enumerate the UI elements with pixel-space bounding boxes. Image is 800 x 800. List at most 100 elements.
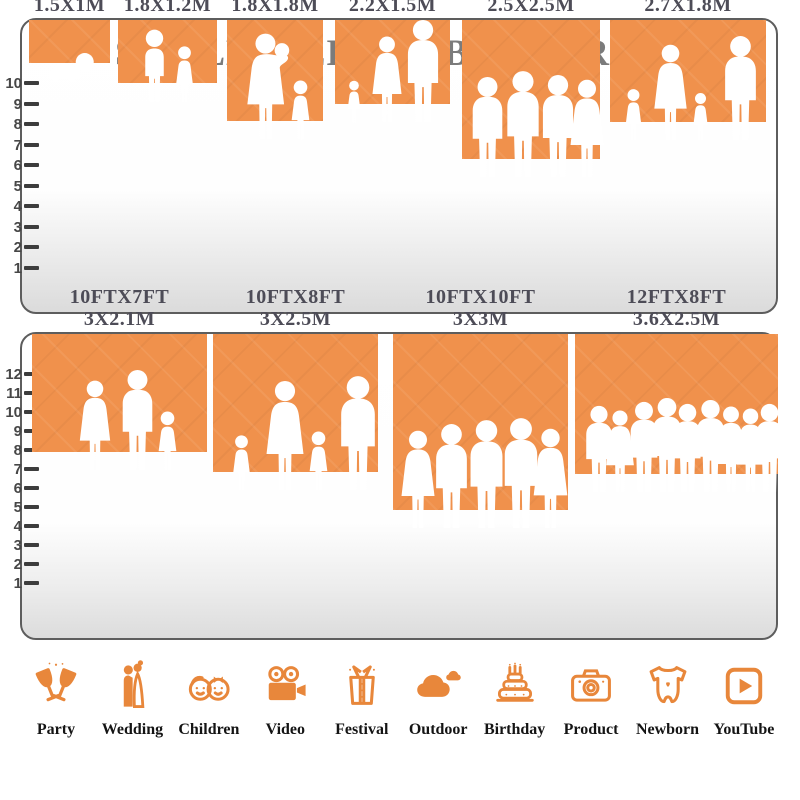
- backdrop-size-label: 8FTX8FT2.5X2.5M: [487, 0, 575, 16]
- category-product: Product: [553, 660, 629, 739]
- festival-icon: [348, 665, 375, 705]
- tick-dash-icon: [24, 581, 39, 585]
- tick-dash-icon: [24, 102, 39, 106]
- backdrop-area-top: 5FTX3FT1.5X1M 6FTX4FT1.8X1.2M 6FTX6FT1.8…: [22, 0, 778, 312]
- ruler-tick: 3: [0, 217, 39, 237]
- tick-dash-icon: [24, 543, 39, 547]
- tick-dash-icon: [24, 204, 39, 208]
- boy-silhouette: [145, 29, 164, 102]
- backdrop-7ftx5ft: 7FTX5FT2.2X1.5M: [335, 0, 450, 123]
- backdrop-6ftx6ft: 6FTX6FT1.8X1.8M: [227, 0, 323, 140]
- ruler-tick: 5: [0, 176, 39, 196]
- category-wedding: Wedding: [94, 660, 170, 739]
- backdrop-size-label: 5FTX3FT1.5X1M: [33, 0, 106, 16]
- man-silhouette: [756, 403, 783, 493]
- ruler-tick: 2: [0, 554, 39, 574]
- backdrop-size-label: 6FTX6FT1.8X1.8M: [231, 0, 319, 16]
- backdrop-size-label: 10FTX8FT 3X2.5M: [245, 286, 346, 330]
- party-icon: [35, 662, 77, 702]
- wedding-icon: [124, 660, 145, 708]
- tick-dash-icon: [24, 486, 39, 490]
- man-silhouette: [725, 36, 756, 140]
- girl-silhouette: [158, 411, 177, 471]
- category-children: Children: [171, 660, 247, 739]
- tick-dash-icon: [24, 163, 39, 167]
- ruler-tick: 1: [0, 258, 39, 278]
- tick-dash-icon: [24, 410, 39, 414]
- girl-silhouette: [176, 46, 193, 102]
- backdrop-size-label: 12FTX8FT 3.6X2.5M: [626, 286, 727, 330]
- ruler-tick: 7: [0, 135, 39, 155]
- backdrop-5ftx3ft: 5FTX3FT1.5X1M: [29, 0, 110, 82]
- ruler-tick: 9: [0, 421, 39, 441]
- backdrop-area-bottom: 10FTX7FT 3X2.1M 10FTX8FT 3X2.5M 10FTX10FT 3…: [22, 286, 783, 638]
- ruler-tick: 10: [0, 73, 39, 93]
- woman-silhouette: [533, 428, 568, 528]
- backdrop-size-label: 7FTX5FT2.2X1.5M: [348, 0, 437, 16]
- backdrop-10ftx10ft: 10FTX10FT 3X3M: [393, 286, 568, 528]
- ruler-tick: 8: [0, 114, 39, 134]
- tick-dash-icon: [24, 122, 39, 126]
- man-silhouette: [341, 376, 375, 490]
- category-birthday: Birthday: [477, 660, 553, 739]
- ruler-tick: 11: [0, 383, 39, 403]
- girl-silhouette: [233, 435, 250, 491]
- category-video: Video: [247, 660, 323, 739]
- backdrop-8ftx8ft: 8FTX8FT2.5X2.5M: [462, 0, 604, 177]
- ruler-tick: 4: [0, 516, 39, 536]
- tick-dash-icon: [24, 245, 39, 249]
- category-youtube: YouTube: [706, 660, 782, 739]
- backdrop-6ftx4ft: 6FTX4FT1.8X1.2M: [118, 0, 217, 102]
- tick-dash-icon: [24, 184, 39, 188]
- tick-dash-icon: [24, 372, 39, 376]
- ruler-tick: 8: [0, 440, 39, 460]
- birthday-icon: [495, 662, 534, 702]
- category-party: Party: [18, 660, 94, 739]
- tick-dash-icon: [24, 562, 39, 566]
- ruler-tick: 7: [0, 459, 39, 479]
- category-festival: Festival: [324, 660, 400, 739]
- man-silhouette: [407, 20, 439, 122]
- category-row: Party Wedding Children: [0, 660, 800, 739]
- children-icon: [188, 675, 230, 701]
- ruler-tick: 1: [0, 573, 39, 593]
- youtube-icon: [725, 667, 763, 705]
- backdrop-10ftx7ft: 10FTX7FT 3X2.1M: [32, 286, 207, 471]
- category-outdoor: Outdoor: [400, 660, 476, 739]
- backdrop-10ftx8ft: 10FTX8FT 3X2.5M: [213, 286, 378, 491]
- toddler-silhouette: [347, 80, 361, 123]
- ruler-tick: 6: [0, 155, 39, 175]
- ruler-tick: 3: [0, 535, 39, 555]
- backdrop-size-label: 10FTX7FT 3X2.1M: [69, 286, 170, 330]
- tick-dash-icon: [24, 81, 39, 85]
- backdrop-size-label: 10FTX10FT 3X3M: [425, 286, 536, 330]
- tick-dash-icon: [24, 467, 39, 471]
- girl-silhouette: [291, 80, 310, 140]
- tick-dash-icon: [24, 225, 39, 229]
- tick-dash-icon: [24, 143, 39, 147]
- outdoor-icon: [417, 670, 461, 697]
- crawling-baby-silhouette: [48, 53, 94, 82]
- ruler-tick: 5: [0, 497, 39, 517]
- tick-dash-icon: [24, 391, 39, 395]
- ruler-tick: 9: [0, 94, 39, 114]
- backdrop-9ftx6ft: 9FTX6FT2.7X1.8M: [610, 0, 766, 141]
- newborn-icon: [649, 666, 686, 704]
- ruler-tick: 4: [0, 196, 39, 216]
- category-newborn: Newborn: [630, 660, 706, 739]
- tick-dash-icon: [24, 524, 39, 528]
- tick-dash-icon: [24, 505, 39, 509]
- tick-dash-icon: [24, 266, 39, 270]
- video-icon: [268, 666, 306, 701]
- tick-dash-icon: [24, 448, 39, 452]
- product-icon: [571, 669, 611, 702]
- girl-silhouette: [625, 89, 642, 141]
- backdrop-12ftx8ft: 12FTX8FT 3.6X2.5M: [575, 286, 783, 493]
- backdrop-size-label: 6FTX4FT1.8X1.2M: [123, 0, 212, 16]
- ruler-tick: 2: [0, 237, 39, 257]
- backdrop-size-label: 9FTX6FT2.7X1.8M: [644, 0, 732, 16]
- girl-silhouette: [693, 93, 708, 141]
- ruler-tick: 12: [0, 364, 39, 384]
- ruler-tick: 6: [0, 478, 39, 498]
- tick-dash-icon: [24, 429, 39, 433]
